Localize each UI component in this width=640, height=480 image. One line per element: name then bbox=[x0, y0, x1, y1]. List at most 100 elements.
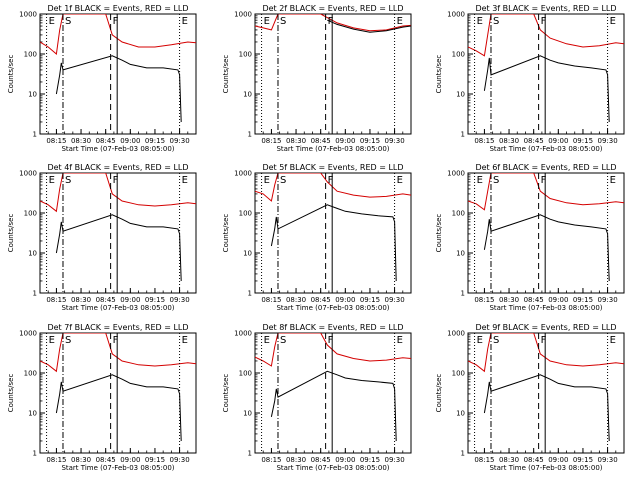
x-tick-label: 09:30 bbox=[169, 137, 189, 145]
marker-label-f: F bbox=[541, 175, 547, 186]
x-tick-label: 08:15 bbox=[46, 456, 66, 464]
y-tick-label: 100 bbox=[24, 210, 37, 218]
marker-label-e: E bbox=[477, 335, 483, 346]
y-tick-label: 1 bbox=[33, 290, 37, 298]
marker-label-f: F bbox=[541, 335, 547, 346]
lld-series-line bbox=[40, 14, 196, 55]
panel-title: Det 8f BLACK = Events, RED = LLD bbox=[262, 323, 403, 332]
panel-title: Det 4f BLACK = Events, RED = LLD bbox=[47, 163, 188, 172]
marker-label-e: E bbox=[610, 175, 616, 186]
y-tick-label: 1 bbox=[248, 131, 252, 139]
marker-label-e: E bbox=[182, 175, 188, 186]
marker-label-f: F bbox=[328, 175, 334, 186]
marker-label-e: E bbox=[264, 16, 270, 27]
x-tick-label: 08:15 bbox=[261, 456, 281, 464]
plot-frame bbox=[467, 332, 625, 454]
y-tick-label: 1 bbox=[461, 290, 465, 298]
x-tick-label: 09:30 bbox=[384, 456, 404, 464]
x-tick-label: 09:30 bbox=[384, 296, 404, 304]
events-series-line bbox=[270, 370, 397, 442]
panel-title: Det 9f BLACK = Events, RED = LLD bbox=[475, 323, 616, 332]
marker-label-e: E bbox=[397, 335, 403, 346]
y-tick-label: 10 bbox=[243, 410, 252, 418]
x-tick-label: 09:00 bbox=[120, 296, 140, 304]
x-tick-label: 09:15 bbox=[573, 137, 593, 145]
y-tick-label: 100 bbox=[452, 51, 465, 59]
x-tick-label: 08:45 bbox=[311, 296, 331, 304]
x-tick-label: 08:45 bbox=[311, 456, 331, 464]
events-series-line bbox=[483, 214, 610, 282]
marker-label-e: E bbox=[610, 335, 616, 346]
y-tick-label: 10 bbox=[456, 250, 465, 258]
x-tick-label: 08:30 bbox=[71, 456, 91, 464]
x-tick-label: 09:00 bbox=[335, 456, 355, 464]
x-axis-label: Start Time (07-Feb-03 08:05:00) bbox=[489, 304, 602, 312]
panel-title: Det 7f BLACK = Events, RED = LLD bbox=[47, 323, 188, 332]
events-series-line bbox=[483, 55, 610, 123]
y-tick-label: 1000 bbox=[234, 170, 252, 178]
y-tick-label: 1000 bbox=[234, 330, 252, 338]
x-tick-label: 08:45 bbox=[96, 137, 116, 145]
y-axis-label: Counts/sec bbox=[7, 214, 15, 253]
x-tick-label: 08:45 bbox=[524, 137, 544, 145]
x-tick-label: 08:45 bbox=[96, 456, 116, 464]
y-tick-label: 1 bbox=[461, 131, 465, 139]
marker-label-e: E bbox=[182, 335, 188, 346]
y-tick-label: 1000 bbox=[447, 11, 465, 19]
y-tick-label: 10 bbox=[456, 410, 465, 418]
x-tick-label: 09:15 bbox=[360, 456, 380, 464]
x-tick-label: 09:15 bbox=[573, 456, 593, 464]
y-tick-label: 100 bbox=[24, 51, 37, 59]
y-tick-label: 1000 bbox=[19, 11, 37, 19]
marker-label-f: F bbox=[113, 16, 119, 27]
y-tick-label: 10 bbox=[243, 250, 252, 258]
x-tick-label: 09:00 bbox=[120, 137, 140, 145]
x-tick-label: 09:30 bbox=[597, 137, 617, 145]
panel-det-9: Det 9f BLACK = Events, RED = LLD 1 10 100 10… bbox=[435, 323, 625, 472]
panel-det-7: Det 7f BLACK = Events, RED = LLD 1 10 100 10… bbox=[7, 323, 197, 472]
lld-series-line bbox=[40, 173, 196, 213]
x-tick-label: 09:30 bbox=[384, 137, 404, 145]
y-axis-label: Counts/sec bbox=[222, 374, 230, 413]
y-tick-label: 100 bbox=[452, 370, 465, 378]
marker-label-e: E bbox=[182, 16, 188, 27]
x-axis-label: Start Time (07-Feb-03 08:05:00) bbox=[276, 145, 389, 153]
panel-title: Det 2f BLACK = Events, RED = LLD bbox=[262, 4, 403, 13]
x-tick-label: 08:15 bbox=[46, 137, 66, 145]
y-tick-label: 1 bbox=[248, 450, 252, 458]
plot-frame bbox=[254, 172, 412, 294]
x-tick-label: 09:00 bbox=[548, 296, 568, 304]
marker-label-f: F bbox=[328, 16, 334, 27]
panel-det-4: Det 4f BLACK = Events, RED = LLD 1 10 100 10… bbox=[7, 163, 197, 312]
x-tick-label: 08:30 bbox=[499, 296, 519, 304]
x-tick-label: 08:30 bbox=[71, 296, 91, 304]
x-tick-label: 09:30 bbox=[597, 456, 617, 464]
lld-series-line bbox=[255, 333, 411, 367]
panel-title: Det 3f BLACK = Events, RED = LLD bbox=[475, 4, 616, 13]
x-axis-label: Start Time (07-Feb-03 08:05:00) bbox=[276, 464, 389, 472]
x-tick-label: 08:45 bbox=[311, 137, 331, 145]
y-tick-label: 10 bbox=[28, 250, 37, 258]
x-tick-label: 09:15 bbox=[360, 137, 380, 145]
x-tick-label: 09:15 bbox=[145, 137, 165, 145]
lld-series-line bbox=[468, 173, 624, 211]
plot-frame bbox=[467, 172, 625, 294]
events-series-line bbox=[55, 214, 182, 282]
x-tick-label: 08:15 bbox=[474, 296, 494, 304]
x-tick-label: 08:30 bbox=[286, 296, 306, 304]
y-tick-label: 100 bbox=[452, 210, 465, 218]
marker-label-f: F bbox=[541, 16, 547, 27]
x-tick-label: 08:30 bbox=[286, 137, 306, 145]
marker-label-e: E bbox=[49, 16, 55, 27]
panel-det-5: Det 5f BLACK = Events, RED = LLD 1 10 100 10… bbox=[222, 163, 412, 312]
x-tick-label: 09:30 bbox=[169, 296, 189, 304]
lld-series-line bbox=[40, 333, 196, 373]
panel-title: Det 1f BLACK = Events, RED = LLD bbox=[47, 4, 188, 13]
y-tick-label: 10 bbox=[243, 91, 252, 99]
marker-label-f: F bbox=[113, 335, 119, 346]
y-tick-label: 100 bbox=[239, 51, 252, 59]
y-axis-label: Counts/sec bbox=[7, 374, 15, 413]
plot-frame bbox=[39, 13, 197, 135]
marker-label-e: E bbox=[477, 16, 483, 27]
